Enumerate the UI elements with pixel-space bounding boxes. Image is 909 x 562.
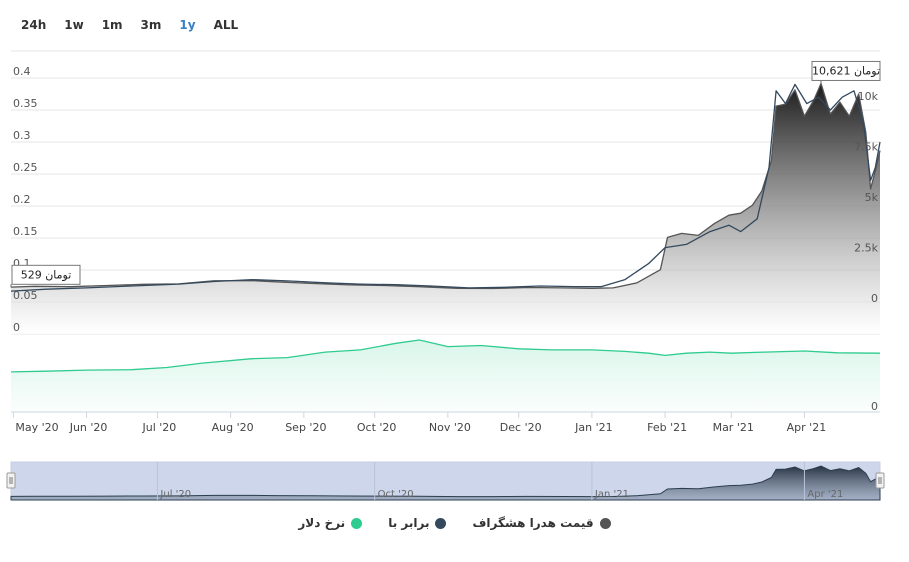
- y-right-tick-label: 5k: [865, 191, 879, 204]
- x-tick-label: Jun '20: [69, 421, 108, 434]
- range-selector: 24h 1w 1m 3m 1y ALL: [12, 14, 247, 36]
- navigator-tick-label: Apr '21: [807, 489, 843, 500]
- x-tick-label: Jul '20: [142, 421, 177, 434]
- legend-dot-icon: [435, 517, 447, 529]
- y-axis-right: 0 2.5k 5k 7.5k 10k 0: [854, 90, 878, 413]
- x-tick-label: May '20: [15, 421, 58, 434]
- y-right-tick-label: 7.5k: [854, 141, 878, 154]
- range-button-1y[interactable]: 1y: [179, 18, 196, 32]
- y-tick-label: 0.25: [13, 161, 38, 174]
- x-tick-label: Sep '20: [285, 421, 326, 434]
- x-tick-label: Feb '21: [647, 421, 687, 434]
- y-right-tick-label: 10k: [858, 90, 879, 103]
- range-button-3m[interactable]: 3m: [140, 18, 162, 32]
- legend-label: قیمت هدرا هشگراف: [472, 516, 594, 530]
- y-right-tick-label: 0: [871, 400, 878, 413]
- x-tick-label: Apr '21: [787, 421, 827, 434]
- y-tick-label: 0.05: [13, 289, 38, 302]
- dollar-rate-series: [10, 339, 881, 412]
- legend-item[interactable]: برابر با: [388, 516, 447, 530]
- range-button-1m[interactable]: 1m: [101, 18, 123, 32]
- flag-label: تومان 529: [21, 268, 72, 281]
- navigator[interactable]: Jul '20 Oct '20 Jan '21 Apr '21: [6, 461, 885, 501]
- range-button-1w[interactable]: 1w: [64, 18, 84, 32]
- range-button-all[interactable]: ALL: [213, 18, 239, 32]
- y-axis-left: 00.050.10.150.20.250.30.350.4: [13, 65, 38, 334]
- x-tick-label: Mar '21: [713, 421, 754, 434]
- legend-item[interactable]: نرخ دلار: [298, 516, 363, 530]
- legend-label: برابر با: [388, 516, 430, 530]
- navigator-tick-label: Jul '20: [159, 489, 191, 500]
- y-tick-label: 0.3: [13, 129, 31, 142]
- navigator-series: [10, 465, 881, 501]
- navigator-handle-left[interactable]: [6, 472, 16, 489]
- navigator-tick-label: Oct '20: [378, 489, 414, 500]
- ratio-line: [10, 83, 881, 292]
- legend: قیمت هدرا هشگراف برابر با نرخ دلار: [0, 516, 909, 530]
- x-tick-label: Jan '21: [574, 421, 612, 434]
- legend-label: نرخ دلار: [298, 516, 346, 530]
- legend-item[interactable]: قیمت هدرا هشگراف: [472, 516, 611, 530]
- y-tick-label: 0.35: [13, 97, 38, 110]
- navigator-tick-label: Jan '21: [594, 489, 629, 500]
- flag-box: [811, 60, 881, 81]
- x-tick-label: Oct '20: [357, 421, 397, 434]
- y-tick-label: 0.4: [13, 65, 31, 78]
- y-tick-label: 0: [13, 321, 20, 334]
- flag-box: [11, 264, 81, 285]
- x-axis: May '20 Jun '20 Jul '20 Aug '20 Sep '20 Oct '…: [12, 412, 827, 434]
- y-tick-label: 0.2: [13, 193, 31, 206]
- x-tick-label: Aug '20: [212, 421, 254, 434]
- flag-label: تومان 10,621: [812, 64, 880, 77]
- y-right-tick-label: 0: [871, 292, 878, 305]
- legend-dot-icon: [351, 517, 363, 529]
- price-area: [11, 83, 880, 334]
- dollar-rate-line: [10, 339, 881, 373]
- x-tick-label: Nov '20: [429, 421, 471, 434]
- flags: تومان 10,621 تومان 529: [10, 60, 881, 288]
- dollar-rate-area: [11, 340, 880, 412]
- legend-dot-icon: [599, 517, 611, 529]
- y-tick-label: 0.15: [13, 225, 38, 238]
- navigator-handle-right[interactable]: [875, 472, 885, 489]
- price-series: [10, 82, 881, 334]
- x-tick-label: Dec '20: [500, 421, 542, 434]
- y-right-tick-label: 2.5k: [854, 242, 878, 255]
- ratio-series: [10, 83, 881, 292]
- range-button-24h[interactable]: 24h: [21, 18, 47, 32]
